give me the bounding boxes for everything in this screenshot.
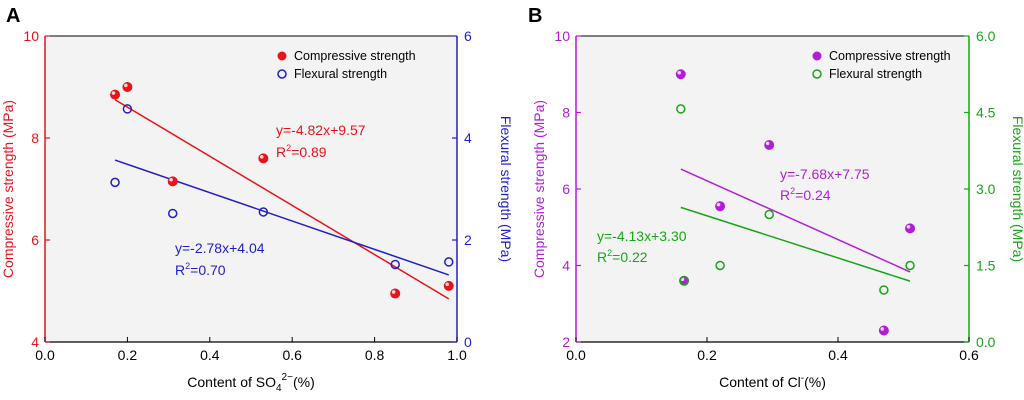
left-y-tick-label: 8 — [31, 130, 39, 146]
data-point-compressive — [110, 89, 121, 100]
data-point-highlight — [391, 290, 396, 294]
right-y-tick-label: 2 — [464, 232, 472, 248]
panel-label: B — [528, 5, 542, 27]
right-y-tick-label: 6.0 — [976, 28, 996, 44]
data-point-flexural — [444, 257, 454, 267]
data-point-highlight — [124, 83, 128, 88]
fit-equation: y=-4.82x+9.57 — [276, 122, 366, 138]
x-axis-title: Content of SO42−(%) — [187, 372, 314, 394]
right-y-tick-label: 4.5 — [976, 105, 996, 121]
data-point-compressive — [258, 153, 269, 164]
data-point-flexural — [676, 104, 686, 114]
panel-B: B 0.0 0.2 0.4 0.6 2 4 6 8 10 0.0 1.5 3.0 4.5 6.0 Compre… — [528, 5, 1024, 390]
x-tick-label: 1.0 — [447, 347, 467, 363]
right-y-tick-label: 3.0 — [976, 181, 996, 197]
data-point-flexural — [764, 209, 774, 220]
fit-r-squared: R2=0.89 — [276, 143, 327, 160]
data-point-compressive — [167, 176, 178, 187]
right-y-tick-label: 0 — [464, 334, 472, 350]
data-point-flexural — [110, 177, 120, 188]
left-y-tick-label: 10 — [554, 28, 570, 44]
fit-line — [680, 168, 911, 273]
data-point-compressive — [764, 140, 775, 151]
fit-r-squared: R2=0.22 — [597, 248, 648, 265]
data-point-flexural — [715, 260, 725, 271]
data-point-flexural — [390, 259, 400, 270]
fit-equation: y=-7.68x+7.75 — [780, 166, 870, 182]
legend-label: Compressive strength — [294, 49, 416, 63]
fit-equation: y=-2.78x+4.04 — [175, 240, 265, 256]
left-y-tick-label: 4 — [562, 258, 570, 274]
data-point-flexural — [122, 104, 133, 114]
fit-r-squared: R2=0.24 — [780, 186, 831, 203]
legend-marker-open — [812, 69, 822, 79]
legend-label: Flexural strength — [829, 67, 922, 81]
data-point-compressive — [443, 280, 454, 291]
right-y-tick-label: 1.5 — [976, 258, 996, 274]
data-point-flexural — [258, 207, 269, 217]
fit-line — [114, 99, 450, 300]
x-tick-label: 0.6 — [282, 347, 302, 363]
left-y-tick-label: 6 — [562, 181, 570, 197]
left-y-tick-label: 10 — [23, 28, 39, 44]
panel-label: A — [6, 5, 20, 27]
data-point-flexural — [879, 285, 889, 295]
data-point-highlight — [765, 141, 770, 146]
legend-marker-filled — [277, 51, 287, 61]
x-tick-label: 0.4 — [828, 347, 848, 363]
panel-A: A 0.0 0.2 0.4 0.6 0.8 1.0 4 6 8 10 0 2 4 6 Compressive … — [0, 5, 514, 394]
left-y-axis-title: Compressive strength (MPa) — [531, 100, 547, 278]
data-point-flexural — [905, 260, 915, 271]
fit-line — [680, 206, 911, 282]
left-y-axis-title: Compressive strength (MPa) — [0, 100, 16, 278]
right-y-axis-title: Flexural strength (MPa) — [1010, 116, 1024, 262]
data-point-highlight — [906, 224, 911, 229]
legend-marker-open — [277, 69, 287, 79]
plot-background — [45, 36, 457, 342]
legend-label: Compressive strength — [829, 49, 951, 63]
legend-label: Flexural strength — [294, 67, 387, 81]
data-point-flexural — [167, 208, 178, 219]
data-point-compressive — [675, 69, 686, 80]
data-point-highlight — [677, 70, 681, 75]
x-tick-label: 0.2 — [118, 347, 138, 363]
left-y-tick-label: 2 — [562, 334, 570, 350]
data-point-compressive — [715, 201, 726, 212]
fit-r-squared: R2=0.70 — [175, 261, 226, 278]
data-point-compressive — [122, 82, 133, 92]
right-y-axis-title: Flexural strength (MPa) — [498, 116, 514, 262]
right-y-tick-label: 0.0 — [976, 334, 996, 350]
data-point-flexural — [679, 276, 689, 286]
left-y-tick-label: 6 — [31, 232, 39, 248]
legend-marker-filled — [812, 51, 822, 61]
left-y-tick-label: 4 — [31, 334, 39, 350]
data-point-compressive — [878, 325, 889, 336]
x-tick-label: 0.8 — [365, 347, 385, 363]
left-y-tick-label: 8 — [562, 105, 570, 121]
fit-equation: y=-4.13x+3.30 — [597, 228, 687, 244]
data-point-highlight — [259, 155, 264, 159]
data-point-highlight — [445, 282, 449, 287]
data-point-highlight — [716, 202, 721, 207]
right-y-tick-label: 4 — [464, 130, 472, 146]
x-tick-label: 0.2 — [697, 347, 717, 363]
data-point-highlight — [880, 327, 885, 331]
right-y-tick-label: 6 — [464, 28, 472, 44]
x-tick-label: 0.0 — [566, 347, 586, 363]
x-axis-title: Content of Cl-(%) — [719, 373, 826, 390]
x-tick-label: 0.0 — [35, 347, 55, 363]
data-point-compressive — [905, 223, 916, 234]
x-tick-label: 0.6 — [959, 347, 979, 363]
data-point-highlight — [169, 177, 173, 182]
x-tick-label: 0.4 — [200, 347, 220, 363]
data-point-compressive — [390, 288, 401, 299]
plot-background — [576, 36, 969, 342]
data-point-highlight — [111, 91, 116, 95]
